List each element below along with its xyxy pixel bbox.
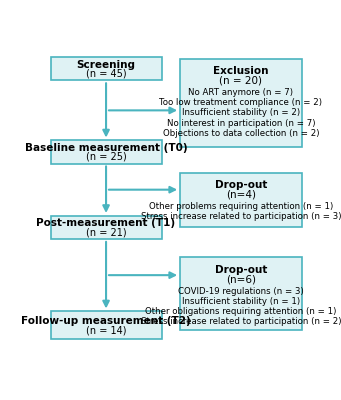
Text: Drop-out: Drop-out (214, 265, 267, 275)
Text: (n = 25): (n = 25) (86, 152, 127, 162)
FancyBboxPatch shape (180, 59, 302, 146)
FancyBboxPatch shape (180, 258, 302, 330)
Text: Post-measurement (T1): Post-measurement (T1) (36, 218, 176, 228)
Text: Exclusion: Exclusion (213, 66, 269, 76)
FancyBboxPatch shape (180, 173, 302, 227)
FancyBboxPatch shape (50, 140, 162, 164)
FancyBboxPatch shape (50, 57, 162, 80)
Text: Stress increase related to participation (n = 3): Stress increase related to participation… (140, 212, 341, 221)
Text: Baseline measurement (T0): Baseline measurement (T0) (25, 143, 187, 153)
Text: (n = 20): (n = 20) (219, 76, 262, 86)
Text: Insufficient stability (n = 2): Insufficient stability (n = 2) (182, 108, 300, 117)
Text: Stress increase related to participation (n = 2): Stress increase related to participation… (140, 317, 341, 326)
FancyBboxPatch shape (50, 311, 162, 339)
Text: (n=6): (n=6) (226, 274, 256, 284)
Text: (n = 14): (n = 14) (86, 325, 126, 335)
Text: Other obligations requiring attention (n = 1): Other obligations requiring attention (n… (145, 307, 337, 316)
Text: COVID-19 regulations (n = 3): COVID-19 regulations (n = 3) (178, 287, 304, 296)
Text: No ART anymore (n = 7): No ART anymore (n = 7) (188, 88, 293, 97)
Text: Screening: Screening (76, 60, 136, 70)
Text: (n = 21): (n = 21) (86, 227, 127, 237)
Text: (n=4): (n=4) (226, 190, 256, 200)
Text: Other problems requiring attention (n = 1): Other problems requiring attention (n = … (149, 202, 333, 211)
Text: Insufficient stability (n = 1): Insufficient stability (n = 1) (182, 297, 300, 306)
Text: Objections to data collection (n = 2): Objections to data collection (n = 2) (163, 129, 319, 138)
Text: Too low treatment compliance (n = 2): Too low treatment compliance (n = 2) (159, 98, 322, 107)
Text: (n = 45): (n = 45) (86, 69, 127, 79)
Text: Drop-out: Drop-out (214, 180, 267, 190)
Text: Follow-up measurement (T2): Follow-up measurement (T2) (21, 316, 191, 326)
Text: No interest in participation (n = 7): No interest in participation (n = 7) (167, 118, 315, 128)
FancyBboxPatch shape (50, 216, 162, 239)
